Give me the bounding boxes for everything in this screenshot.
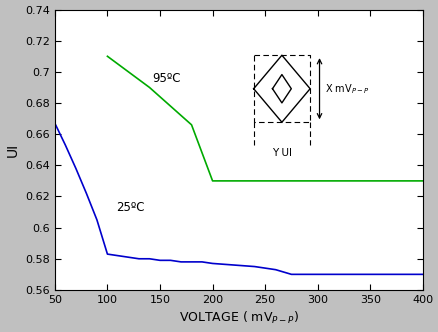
X-axis label: VOLTAGE ( mV$_{P-P}$): VOLTAGE ( mV$_{P-P}$) — [178, 310, 298, 326]
Text: 95ºC: 95ºC — [152, 72, 181, 85]
Text: Y UI: Y UI — [271, 148, 291, 158]
Text: 25ºC: 25ºC — [116, 201, 144, 214]
Y-axis label: UI: UI — [6, 143, 20, 157]
Text: X mV$_{P-P}$: X mV$_{P-P}$ — [325, 82, 369, 96]
